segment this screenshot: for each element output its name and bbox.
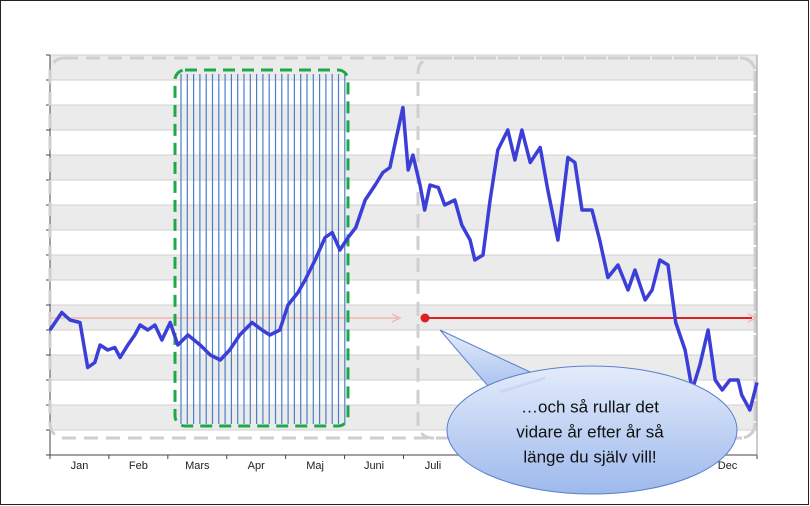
pink-arrow [391, 313, 402, 323]
pink-arrow [747, 313, 758, 323]
x-tick-label: Mars [185, 460, 210, 472]
callout: …och så rullar det vidare år efter år så… [439, 329, 738, 495]
x-tick-label: Juli [425, 460, 442, 472]
green-box [173, 68, 350, 428]
callout-text: vidare år efter år så [516, 422, 664, 441]
x-tick-label: Dec [718, 460, 738, 472]
x-tick-label: Feb [129, 460, 148, 472]
band [50, 205, 757, 230]
callout-text: länge du själv vill! [523, 447, 656, 466]
callout-join [499, 376, 546, 394]
x-tick-label: Jan [71, 460, 89, 472]
x-tick-label: Apr [248, 460, 265, 472]
plot [48, 105, 759, 412]
red-dot [420, 313, 430, 323]
band [50, 255, 757, 280]
band [50, 155, 757, 180]
line [48, 105, 759, 412]
x-tick-label: Maj [306, 460, 324, 472]
loop-box-left [48, 56, 757, 440]
x-tick-label: Juni [364, 460, 384, 472]
callout-bubble [446, 365, 738, 495]
callout-text: …och så rullar det [521, 397, 659, 416]
